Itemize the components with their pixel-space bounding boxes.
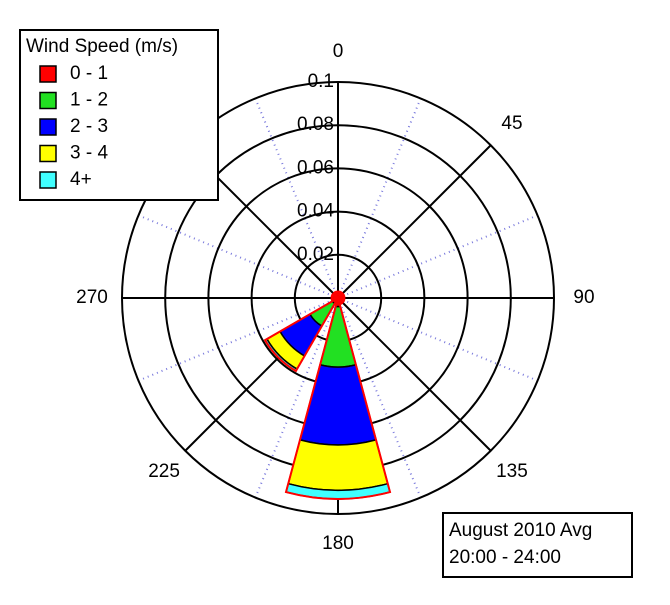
sector-outline bbox=[284, 294, 392, 500]
legend-swatch bbox=[39, 65, 57, 83]
legend-label: 2 - 3 bbox=[70, 116, 108, 137]
angle-label: 180 bbox=[322, 533, 354, 554]
r-tick-label: 0.02 bbox=[297, 244, 334, 265]
spoke bbox=[337, 144, 492, 299]
sector-outline bbox=[331, 291, 341, 301]
r-tick-label: 0.08 bbox=[297, 114, 334, 135]
legend-label: 1 - 2 bbox=[70, 90, 108, 111]
minor-spoke bbox=[337, 98, 422, 299]
minor-spoke bbox=[138, 214, 339, 299]
angle-label: 90 bbox=[573, 287, 594, 308]
annotation: 20:00 - 24:00 bbox=[449, 547, 561, 568]
annotation-box bbox=[442, 512, 633, 578]
sector-outline bbox=[335, 290, 341, 302]
sector-outline bbox=[334, 295, 346, 301]
labels: 0.02 0.04 0.06 0.08 0.1 0 45 90 135 180 225 270 bbox=[76, 41, 594, 554]
legend-swatch bbox=[39, 144, 57, 163]
legend-swatch bbox=[39, 91, 57, 110]
angle-label: 225 bbox=[148, 461, 180, 482]
r-tick-label: 0.1 bbox=[308, 71, 334, 92]
spoke bbox=[337, 297, 492, 452]
legend-swatch bbox=[39, 118, 57, 136]
sector-outline bbox=[330, 295, 342, 301]
sector-segment bbox=[299, 363, 377, 446]
minor-spoke bbox=[337, 297, 422, 498]
sector-outline bbox=[335, 291, 345, 301]
legend-title: Wind Speed (m/s) bbox=[26, 36, 178, 57]
sectors bbox=[263, 290, 392, 500]
annotation: August 2010 Avg bbox=[449, 520, 592, 541]
sector-outline bbox=[335, 295, 345, 305]
minor-spoke bbox=[337, 297, 538, 382]
r-tick-label: 0.04 bbox=[297, 201, 334, 222]
angle-label: 135 bbox=[496, 461, 528, 482]
sector-segment bbox=[287, 438, 389, 491]
angle-label: 270 bbox=[76, 287, 108, 308]
legend-label: 0 - 1 bbox=[70, 63, 108, 84]
legend-label: 3 - 4 bbox=[70, 143, 108, 164]
minor-spoke bbox=[254, 98, 339, 299]
minor-spoke bbox=[138, 297, 339, 382]
r-tick-label: 0.06 bbox=[297, 157, 334, 178]
legend: 0 - 1 1 - 2 2 - 3 3 - 4 4+ bbox=[39, 63, 108, 190]
sector-outline bbox=[263, 295, 341, 373]
minor-spoke bbox=[254, 297, 339, 498]
legend-swatch bbox=[39, 171, 57, 189]
minor-spoke bbox=[337, 214, 538, 299]
angle-label: 0 bbox=[333, 41, 344, 62]
angle-label: 45 bbox=[501, 113, 522, 134]
legend-label: 4+ bbox=[70, 169, 92, 190]
